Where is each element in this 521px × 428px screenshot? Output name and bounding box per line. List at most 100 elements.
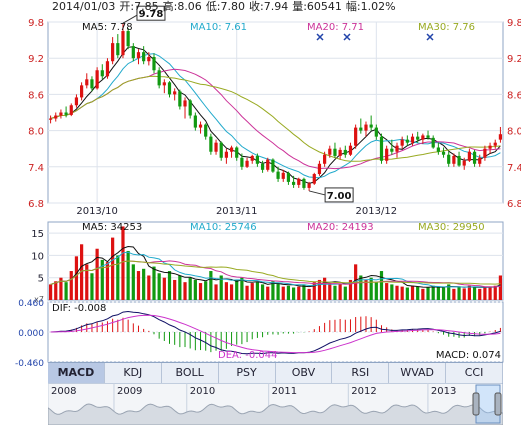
tab-obv[interactable]: OBV [276, 363, 333, 383]
volume-bar [126, 250, 130, 300]
tab-boll[interactable]: BOLL [162, 363, 219, 383]
volume-bar [436, 286, 440, 300]
candle-body [219, 142, 223, 158]
volume-bar [59, 277, 63, 300]
macd-value-label: MACD: 0.074 [436, 350, 501, 361]
volume-bar [312, 282, 316, 300]
candle-body [317, 163, 322, 175]
macd-tick: 0.460 [18, 299, 44, 309]
ma-legend-2: MA10: 7.61 [190, 22, 247, 33]
volume-bar [219, 275, 223, 300]
candle-body [162, 82, 166, 86]
volume-bar [188, 277, 192, 300]
dif-line [50, 310, 501, 355]
candle-body [364, 124, 368, 131]
candle-body [400, 139, 404, 146]
candle-body [338, 149, 342, 156]
candle-body [488, 145, 492, 149]
volume-bar [100, 259, 104, 300]
candle-body [447, 154, 451, 164]
navigator-handle-left[interactable] [472, 392, 480, 416]
signal-marker [426, 33, 434, 41]
macd-dea-label: DEA: -0.044 [218, 350, 277, 361]
volume-bar [297, 286, 301, 300]
ma5-line [50, 46, 501, 185]
volume-bar [364, 279, 368, 300]
candle-body [178, 91, 182, 107]
volume-bar [157, 273, 161, 300]
navigator-year-label: 2008 [51, 386, 76, 397]
tab-kdj[interactable]: KDJ [105, 363, 162, 383]
volume-bar [271, 281, 275, 300]
candle-body [111, 43, 115, 62]
volume-bar [255, 282, 260, 300]
candle-body [478, 157, 482, 164]
quote-summary: 2014/01/03 开:7.85 高:8.06 低:7.80 收:7.94 量:6054… [52, 0, 512, 14]
candle-body [441, 151, 446, 155]
volume-bar [183, 282, 187, 300]
price-tick-right: 8.0 [507, 127, 521, 138]
candle-body [64, 112, 68, 115]
tab-rsi[interactable]: RSI [332, 363, 390, 383]
candle-body [229, 147, 234, 152]
high-callout-label: 9.78 [139, 9, 164, 20]
volume-bar [286, 285, 291, 300]
volume-bar [478, 288, 482, 300]
volume-bar [131, 264, 135, 300]
candle-body [307, 183, 311, 188]
volume-bar [224, 282, 228, 300]
candle-body [498, 134, 503, 140]
volume-bar [302, 284, 306, 300]
quote-low: 低:7.80 [205, 0, 246, 13]
quote-close: 收:7.94 [249, 0, 289, 13]
volume-bar [95, 248, 99, 300]
candle-body [74, 97, 79, 106]
candle-body [121, 31, 125, 56]
candle-body [173, 91, 177, 95]
candle-body [147, 56, 151, 62]
volume-bar [457, 286, 461, 300]
candle-body [452, 155, 456, 164]
quote-high: 高:8.06 [162, 0, 202, 13]
tab-psy[interactable]: PSY [219, 363, 276, 383]
price-tick-right: 9.8 [507, 18, 521, 29]
volume-bar [204, 281, 208, 300]
candle-body [426, 135, 430, 138]
candle-body [348, 145, 353, 155]
volume-bar [379, 271, 384, 300]
tab-wvad[interactable]: WVAD [389, 363, 447, 383]
candle-body [260, 163, 265, 170]
volume-bar [90, 273, 94, 300]
candle-body [85, 79, 89, 86]
candle-body [410, 136, 415, 143]
volume-bar [441, 287, 446, 300]
price-tick-left: 9.8 [28, 18, 44, 29]
volume-bar [323, 277, 327, 300]
range-navigator[interactable]: 2008 2009 2010 2011 2012 2013 [48, 383, 503, 425]
volume-bar [121, 226, 125, 300]
tab-cci[interactable]: CCI [446, 363, 503, 383]
candle-body [312, 174, 316, 184]
candle-body [416, 136, 420, 140]
volume-bar [348, 279, 353, 300]
volume-bar [343, 286, 347, 300]
quote-date: 2014/01/03 [52, 0, 116, 13]
candle-body [142, 52, 146, 62]
candle-body [395, 145, 399, 152]
candle-body [302, 178, 306, 188]
low-callout-line [308, 190, 326, 196]
indicator-tabs: MACD KDJ BOLL PSY OBV RSI WVAD CCI [48, 362, 503, 384]
volume-bar [250, 283, 254, 300]
candle-body [198, 124, 203, 128]
candle-body [235, 147, 239, 158]
candle-body [183, 100, 187, 107]
tab-macd[interactable]: MACD [48, 363, 105, 383]
navigator-handle-right[interactable] [494, 392, 502, 416]
candle-body [323, 154, 327, 164]
volume-bar [395, 285, 399, 300]
price-tick-right: 9.2 [507, 54, 521, 65]
volume-bar [333, 285, 337, 300]
volume-bar [167, 271, 172, 300]
candle-body [374, 127, 378, 137]
candle-body [224, 151, 228, 158]
